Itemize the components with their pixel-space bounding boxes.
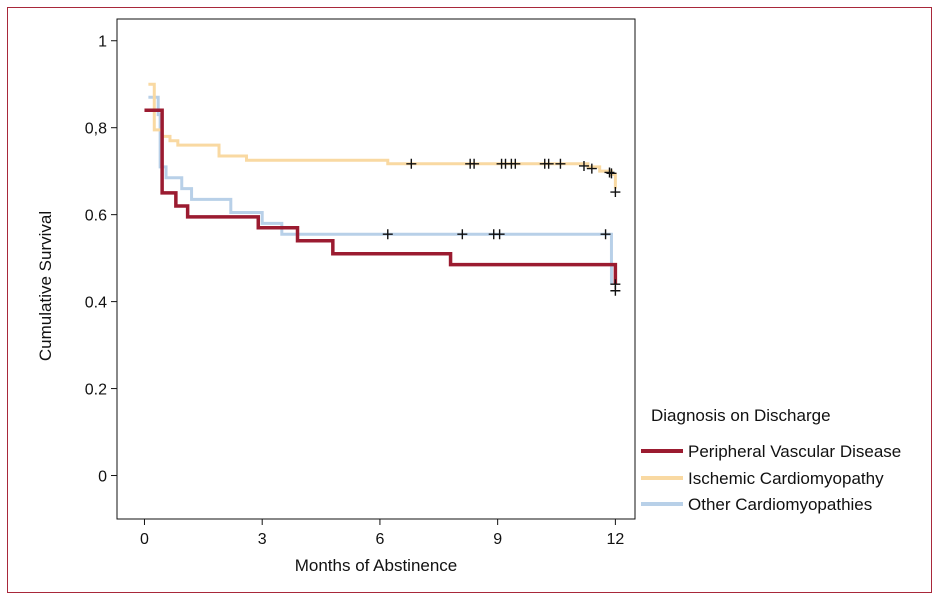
- legend-label-other: Other Cardiomyopathies: [688, 495, 872, 514]
- legend: Diagnosis on Discharge Peripheral Vascul…: [641, 406, 901, 514]
- series-line-peripheral-vascular-disease: [144, 108, 618, 285]
- y-tick-label: 0,8: [85, 121, 107, 138]
- y-axis-ticks: 1 0,8 0.6 0.4 0.2 0: [85, 34, 117, 486]
- y-tick-label: 0.4: [85, 295, 107, 312]
- x-tick-label: 12: [606, 531, 624, 548]
- y-tick-label: 0.2: [85, 382, 107, 399]
- censor-mark: [610, 285, 621, 296]
- series-lines: [144, 82, 618, 285]
- censor-mark: [604, 167, 615, 178]
- series-line-other-cardiomyopathies: [148, 95, 613, 285]
- censor-mark: [406, 158, 417, 169]
- x-tick-label: 6: [375, 531, 384, 548]
- legend-title: Diagnosis on Discharge: [651, 406, 831, 425]
- x-tick-label: 9: [493, 531, 502, 548]
- y-tick-label: 0: [98, 469, 107, 486]
- plot-area: [116, 18, 636, 520]
- censor-mark: [606, 168, 617, 179]
- censor-mark: [586, 163, 597, 174]
- y-tick-label: 1: [98, 34, 107, 51]
- censor-mark: [578, 160, 589, 171]
- censor-mark: [457, 229, 468, 240]
- censor-mark: [555, 158, 566, 169]
- censor-mark: [469, 158, 480, 169]
- censor-mark: [543, 158, 554, 169]
- legend-label-pvd: Peripheral Vascular Disease: [688, 442, 901, 461]
- legend-label-ischemic: Ischemic Cardiomyopathy: [688, 469, 884, 488]
- censor-mark: [600, 229, 611, 240]
- censor-mark: [494, 229, 505, 240]
- x-tick-label: 3: [258, 531, 267, 548]
- censor-marks: [382, 158, 621, 296]
- censor-mark: [610, 187, 621, 198]
- x-axis-ticks: 0 3 6 9 12: [140, 519, 624, 548]
- y-tick-label: 0.6: [85, 208, 107, 225]
- x-axis-title: Months of Abstinence: [295, 556, 458, 575]
- x-tick-label: 0: [140, 531, 149, 548]
- censor-mark: [510, 158, 521, 169]
- y-axis-title: Cumulative Survival: [36, 211, 55, 361]
- censor-mark: [382, 229, 393, 240]
